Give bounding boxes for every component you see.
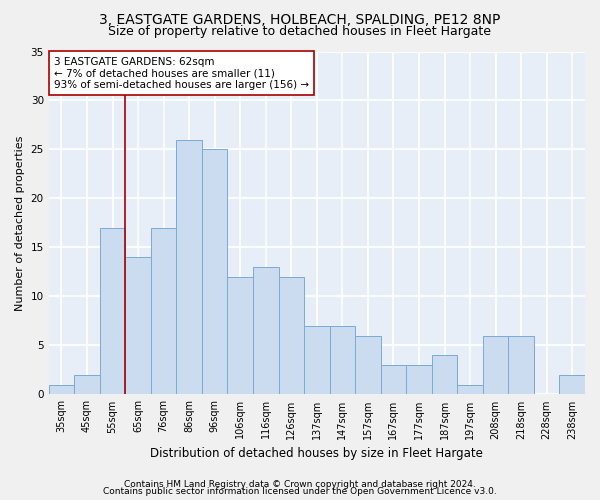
Text: 3 EASTGATE GARDENS: 62sqm
← 7% of detached houses are smaller (11)
93% of semi-d: 3 EASTGATE GARDENS: 62sqm ← 7% of detach… — [54, 56, 309, 90]
Y-axis label: Number of detached properties: Number of detached properties — [15, 136, 25, 310]
Bar — [278, 277, 304, 394]
Text: Contains public sector information licensed under the Open Government Licence v3: Contains public sector information licen… — [103, 487, 497, 496]
Bar — [125, 258, 151, 394]
Bar — [253, 267, 278, 394]
Bar — [457, 384, 483, 394]
Bar — [380, 365, 406, 394]
Bar — [176, 140, 202, 394]
Bar — [559, 375, 585, 394]
Bar — [329, 326, 355, 394]
Bar — [304, 326, 329, 394]
Text: Contains HM Land Registry data © Crown copyright and database right 2024.: Contains HM Land Registry data © Crown c… — [124, 480, 476, 489]
Bar — [227, 277, 253, 394]
Bar — [151, 228, 176, 394]
Bar — [49, 384, 74, 394]
Bar — [355, 336, 380, 394]
X-axis label: Distribution of detached houses by size in Fleet Hargate: Distribution of detached houses by size … — [151, 447, 483, 460]
Bar — [100, 228, 125, 394]
Bar — [508, 336, 534, 394]
Bar — [432, 355, 457, 395]
Bar — [202, 150, 227, 394]
Bar — [74, 375, 100, 394]
Text: 3, EASTGATE GARDENS, HOLBEACH, SPALDING, PE12 8NP: 3, EASTGATE GARDENS, HOLBEACH, SPALDING,… — [100, 12, 500, 26]
Bar — [483, 336, 508, 394]
Bar — [406, 365, 432, 394]
Text: Size of property relative to detached houses in Fleet Hargate: Size of property relative to detached ho… — [109, 25, 491, 38]
